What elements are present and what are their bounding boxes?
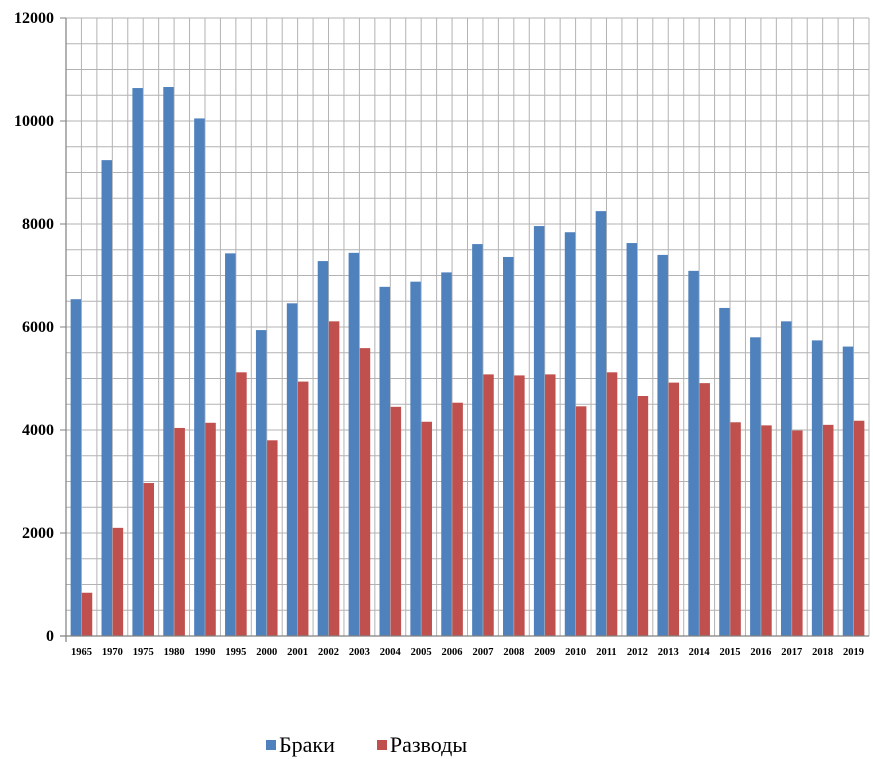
bar-divorces-2009 (545, 374, 556, 636)
bar-divorces-2001 (297, 381, 309, 636)
x-tick-label: 2009 (534, 647, 555, 658)
bar-divorces-2014 (699, 383, 710, 636)
legend-label-marriages: Браки (279, 732, 335, 757)
legend-swatch-divorces (376, 740, 387, 750)
x-tick-label: 2002 (318, 647, 339, 658)
y-tick-label: 8000 (22, 216, 54, 233)
bar-divorces-2003 (359, 348, 371, 636)
bar-marriages-2002 (317, 261, 329, 636)
bar-marriages-1980 (163, 87, 174, 636)
x-tick-label: 2011 (596, 647, 616, 658)
bar-divorces-1995 (236, 372, 247, 636)
x-tick-label: 2004 (380, 647, 402, 658)
bar-divorces-2002 (328, 321, 340, 636)
x-tick-label: 2001 (287, 647, 308, 658)
bar-divorces-2012 (637, 396, 649, 636)
x-tick-label: 1995 (225, 647, 246, 658)
bar-marriages-2006 (441, 272, 452, 636)
bar-marriages-1970 (101, 160, 113, 636)
x-tick-label: 1970 (102, 647, 123, 658)
bar-marriages-2017 (780, 321, 792, 636)
bar-marriages-2011 (595, 211, 607, 636)
bar-divorces-2008 (514, 375, 525, 636)
x-tick-label: 1975 (133, 647, 154, 658)
bar-marriages-1965 (70, 299, 82, 636)
x-tick-label: 2019 (843, 647, 864, 658)
legend-item-marriages: Браки (266, 732, 335, 758)
bar-divorces-2011 (606, 372, 618, 636)
y-tick-label: 12000 (14, 10, 54, 27)
bar-divorces-2010 (575, 406, 587, 636)
x-tick-label: 1990 (194, 647, 215, 658)
bar-marriages-2015 (719, 307, 730, 636)
bar-divorces-2013 (668, 382, 680, 636)
y-axis: 0 2000 4000 6000 8000 10000 12000 (14, 10, 67, 645)
y-tick-label: 4000 (22, 422, 54, 439)
bar-marriages-2008 (503, 256, 514, 636)
bar-divorces-1970 (112, 527, 124, 636)
x-tick-label: 1965 (71, 647, 92, 658)
bar-divorces-1990 (205, 422, 216, 636)
x-tick-label: 2018 (812, 647, 833, 658)
bar-marriages-2003 (348, 252, 360, 636)
x-tick-label: 2015 (720, 647, 741, 658)
bar-divorces-1965 (81, 592, 93, 636)
bar-marriages-2001 (286, 303, 298, 636)
legend-label-divorces: Разводы (389, 732, 468, 757)
bar-marriages-2019 (842, 346, 854, 636)
bar-marriages-2018 (811, 340, 823, 636)
bar-divorces-2006 (452, 402, 463, 636)
bar-divorces-2017 (792, 430, 803, 636)
bar-chart: 0 2000 4000 6000 8000 10000 12000 1965 1970 1975… (14, 10, 870, 658)
x-tick-label: 2006 (442, 647, 463, 658)
x-tick-label: 2014 (689, 647, 711, 658)
x-tick-label: 2012 (627, 647, 648, 658)
x-tick-label: 2010 (565, 647, 586, 658)
x-axis: 1965 1970 1975 1980 1990 1995 2000 2001 2002 2003… (60, 635, 869, 658)
y-tick-label: 0 (46, 628, 54, 645)
legend-swatch-marriages (266, 740, 276, 750)
bar-marriages-2000 (255, 330, 267, 636)
bars (70, 87, 865, 637)
x-tick-label: 1980 (164, 647, 185, 658)
x-tick-label: 2005 (411, 647, 432, 658)
bar-divorces-2019 (853, 420, 865, 636)
bar-marriages-1995 (225, 253, 236, 637)
bar-marriages-2005 (410, 281, 421, 636)
y-tick-label: 10000 (14, 113, 54, 130)
bar-marriages-2014 (688, 270, 699, 636)
bar-divorces-1980 (174, 427, 185, 636)
x-tick-label: 2000 (256, 647, 277, 658)
x-tick-label: 2003 (349, 647, 370, 658)
x-tick-label: 2007 (472, 647, 493, 658)
bar-divorces-2005 (421, 421, 432, 636)
bar-divorces-2015 (730, 422, 741, 636)
y-tick-label: 2000 (22, 525, 54, 542)
x-tick-label: 2017 (781, 647, 802, 658)
bar-divorces-2007 (483, 374, 494, 636)
bar-divorces-2000 (267, 440, 278, 636)
bar-marriages-2012 (626, 243, 638, 636)
bar-divorces-2016 (761, 425, 772, 636)
bar-marriages-1975 (132, 88, 143, 637)
x-tick-label: 2016 (750, 647, 771, 658)
bar-marriages-2004 (379, 286, 390, 636)
bar-marriages-1990 (194, 118, 205, 637)
y-tick-label: 6000 (22, 319, 54, 336)
x-tick-label: 2013 (658, 647, 679, 658)
bar-marriages-2007 (472, 244, 483, 636)
bar-divorces-2018 (822, 424, 834, 636)
bar-marriages-2009 (533, 226, 545, 636)
gridlines (65, 17, 870, 637)
legend: Браки Разводы (266, 732, 509, 758)
legend-item-divorces: Разводы (376, 732, 468, 758)
bar-divorces-1975 (143, 483, 155, 636)
bar-marriages-2010 (564, 232, 576, 637)
bar-marriages-2013 (657, 254, 668, 636)
bar-marriages-2016 (750, 337, 761, 636)
bar-divorces-2004 (390, 406, 402, 636)
x-tick-label: 2008 (503, 647, 524, 658)
